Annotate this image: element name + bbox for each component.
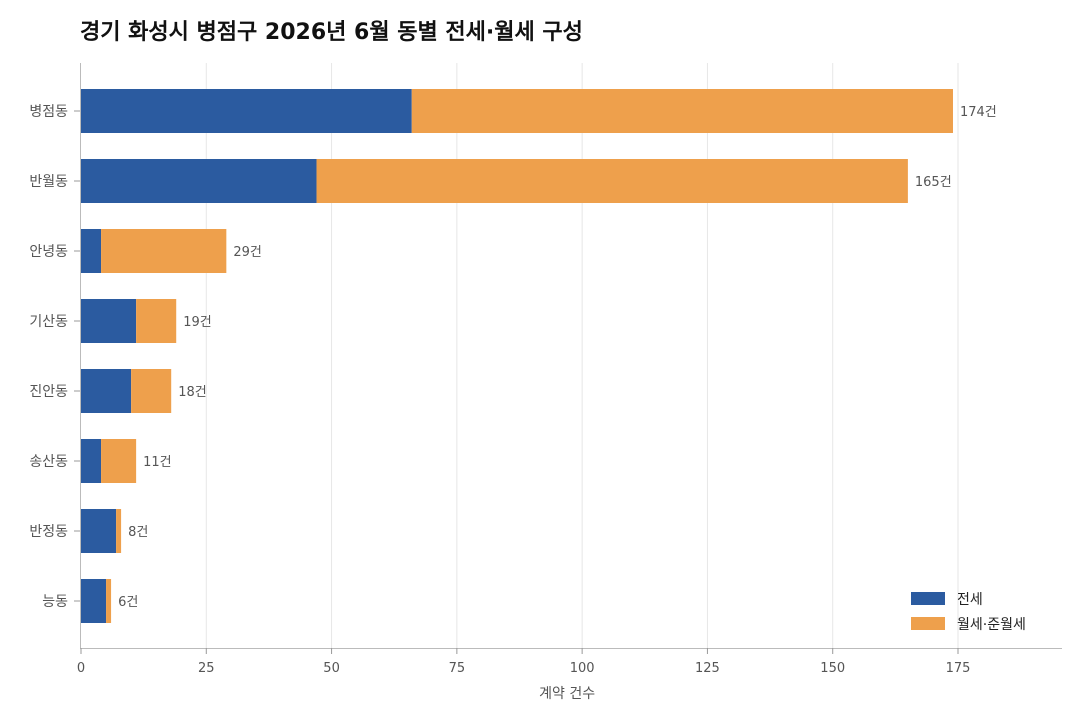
category-label: 기산동 (29, 314, 68, 330)
bar-wolse-7 (106, 579, 112, 623)
category-label: 반월동 (29, 174, 68, 190)
bar-jeonse-2 (81, 229, 102, 273)
total-data-label: 6건 (118, 595, 138, 610)
bar-jeonse-3 (81, 299, 137, 343)
bar-wolse-3 (136, 299, 177, 343)
total-data-label: 8건 (128, 525, 148, 540)
category-label: 안녕동 (29, 244, 68, 260)
bar-jeonse-6 (81, 509, 117, 553)
bar-wolse-2 (101, 229, 227, 273)
legend-swatch-1 (911, 617, 945, 630)
bar-wolse-4 (131, 369, 172, 413)
total-data-label: 165건 (915, 175, 952, 190)
bar-jeonse-4 (81, 369, 132, 413)
bar-jeonse-1 (81, 159, 317, 203)
x-tick-label: 100 (570, 661, 595, 676)
x-tick-label: 175 (946, 661, 971, 676)
bar-jeonse-0 (81, 89, 412, 133)
x-tick-label: 50 (323, 661, 340, 676)
bar-wolse-5 (101, 439, 137, 483)
total-data-label: 11건 (143, 455, 172, 470)
bar-jeonse-5 (81, 439, 102, 483)
total-data-label: 19건 (183, 315, 212, 330)
category-label: 반정동 (29, 524, 68, 540)
x-tick-label: 75 (449, 661, 466, 676)
category-label: 능동 (42, 594, 68, 610)
bar-wolse-6 (116, 509, 122, 553)
total-data-label: 18건 (178, 385, 207, 400)
legend-label-0: 전세 (957, 592, 983, 608)
x-axis-title: 계약 건수 (539, 686, 595, 702)
bar-wolse-1 (316, 159, 908, 203)
legend-swatch-0 (911, 592, 945, 605)
x-tick-label: 150 (820, 661, 845, 676)
total-data-label: 29건 (233, 245, 262, 260)
x-tick-label: 25 (198, 661, 215, 676)
category-label: 진안동 (29, 384, 68, 400)
category-label: 송산동 (29, 454, 68, 470)
total-data-label: 174건 (960, 105, 997, 120)
x-tick-label: 0 (77, 661, 85, 676)
bar-wolse-0 (411, 89, 953, 133)
legend-label-1: 월세·준월세 (957, 617, 1026, 633)
chart-title: 경기 화성시 병점구 2026년 6월 동별 전세·월세 구성 (80, 20, 583, 45)
bar-jeonse-7 (81, 579, 107, 623)
category-label: 병점동 (29, 104, 68, 120)
x-tick-label: 125 (695, 661, 720, 676)
